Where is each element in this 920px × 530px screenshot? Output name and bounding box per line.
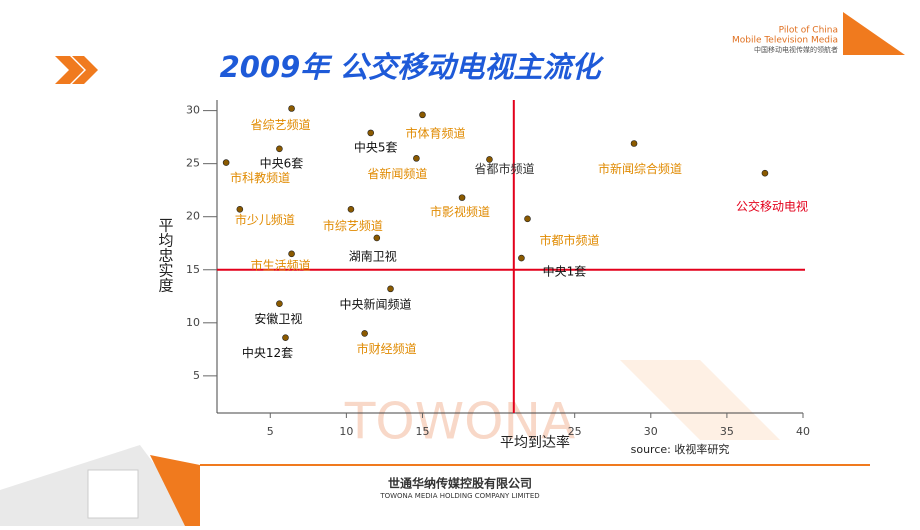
logo-text: Pilot of China xyxy=(779,26,838,36)
point-label: 市科教频道 xyxy=(230,170,290,185)
point-label: 中央1套 xyxy=(543,264,587,279)
data-point xyxy=(458,194,466,201)
arrow-icon xyxy=(55,56,84,84)
point-label: 省综艺频道 xyxy=(251,118,311,132)
x-tick-label: 25 xyxy=(568,425,582,438)
point-label: 中央5套 xyxy=(354,139,398,154)
data-point xyxy=(282,334,289,341)
source-note: source: 收视率研究 xyxy=(631,442,730,456)
data-point xyxy=(761,169,769,177)
point-label: 市少儿频道 xyxy=(235,212,295,227)
x-axis-label: 平均到达率 xyxy=(500,434,570,451)
y-axis-label: 平均忠实度 xyxy=(157,218,175,293)
point-label: 市生活频道 xyxy=(251,257,311,272)
data-point xyxy=(518,254,525,262)
y-tick-label: 10 xyxy=(186,316,200,329)
point-label: 中央新闻频道 xyxy=(340,296,412,311)
chart-title: 2009年 公交移动电视主流化 xyxy=(220,50,605,84)
bg-arrow xyxy=(620,360,780,440)
point-label: 市影视频道 xyxy=(430,204,490,219)
point-label: 市综艺频道 xyxy=(323,218,383,233)
logo-text: 中国移动电视传媒的领航者 xyxy=(754,45,838,54)
data-point xyxy=(276,300,283,308)
data-point xyxy=(276,145,283,153)
x-tick-label: 15 xyxy=(415,425,429,438)
y-tick-label: 30 xyxy=(186,104,200,117)
y-tick-label: 15 xyxy=(186,263,200,276)
data-point xyxy=(222,159,230,166)
data-point xyxy=(373,234,381,242)
point-label: 市都市频道 xyxy=(539,232,599,247)
data-point xyxy=(367,129,375,137)
watermark: TOWONA xyxy=(344,393,575,451)
data-point xyxy=(236,205,244,213)
x-tick-label: 10 xyxy=(339,425,353,438)
point-label: 公交移动电视 xyxy=(736,199,808,214)
data-point xyxy=(288,250,295,258)
data-point xyxy=(347,205,355,213)
book-spine xyxy=(150,455,200,526)
point-label: 中央12套 xyxy=(242,345,293,360)
point-label: 市新闻综合频道 xyxy=(598,161,682,176)
arrow-icon xyxy=(72,56,98,84)
company-name-en: TOWONA MEDIA HOLDING COMPANY LIMITED xyxy=(379,492,539,500)
point-label: 中央6套 xyxy=(260,155,304,170)
point-label: 湖南卫视 xyxy=(349,248,397,263)
point-label: 安徽卫视 xyxy=(254,311,302,326)
y-tick-label: 20 xyxy=(186,210,200,223)
x-tick-label: 5 xyxy=(267,425,274,438)
data-point xyxy=(486,156,493,163)
point-label: 市体育频道 xyxy=(405,125,465,140)
data-point xyxy=(630,140,638,147)
data-point xyxy=(524,215,531,223)
data-point xyxy=(413,155,420,162)
y-tick-label: 5 xyxy=(193,369,200,382)
y-tick-label: 25 xyxy=(186,157,200,170)
data-point xyxy=(387,285,394,293)
x-tick-label: 30 xyxy=(644,425,658,438)
logo-text: Mobile Television Media xyxy=(732,36,838,46)
x-tick-label: 35 xyxy=(720,425,734,438)
book-panel xyxy=(87,469,139,519)
point-label: 省新闻频道 xyxy=(367,166,427,181)
data-point xyxy=(361,330,368,337)
data-point xyxy=(288,105,295,112)
point-label: 市财经频道 xyxy=(357,341,417,356)
data-point xyxy=(419,111,426,119)
x-tick-label: 40 xyxy=(796,425,810,438)
point-label: 省都市频道 xyxy=(474,161,534,176)
company-name: 世通华纳传媒控股有限公司 xyxy=(388,476,532,491)
corner-triangle xyxy=(843,12,905,55)
